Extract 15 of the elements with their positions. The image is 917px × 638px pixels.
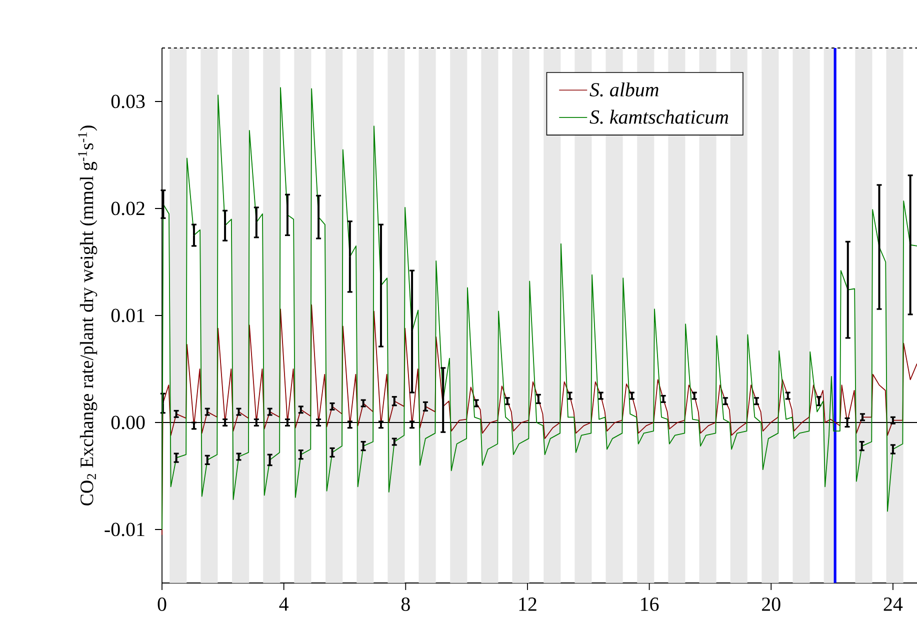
y-tick-label: 0.00: [111, 416, 145, 430]
x-tick-label: 12: [519, 598, 536, 611]
x-tick-label: 24: [884, 598, 903, 611]
x-tick-label: 20: [762, 598, 780, 611]
y-tick-label: 0.02: [111, 202, 144, 216]
x-tick-label: 4: [279, 598, 288, 611]
x-tick-label: 16: [641, 598, 659, 611]
y-tick-label: 0.01: [111, 308, 144, 322]
legend-label: S. kamtschaticum: [590, 110, 728, 124]
y-tick-label: -0.01: [104, 522, 144, 536]
legend-label: S. album: [590, 82, 658, 97]
y-axis-title: CO$_{2}$ Exchange rate/plant dry weight (mmol g$^{-1}$s$^{-1}$): [78, 126, 98, 506]
x-tick-label: 0: [158, 598, 166, 611]
y-tick-label: 0.03: [111, 94, 145, 108]
x-tick-label: 8: [401, 598, 410, 611]
